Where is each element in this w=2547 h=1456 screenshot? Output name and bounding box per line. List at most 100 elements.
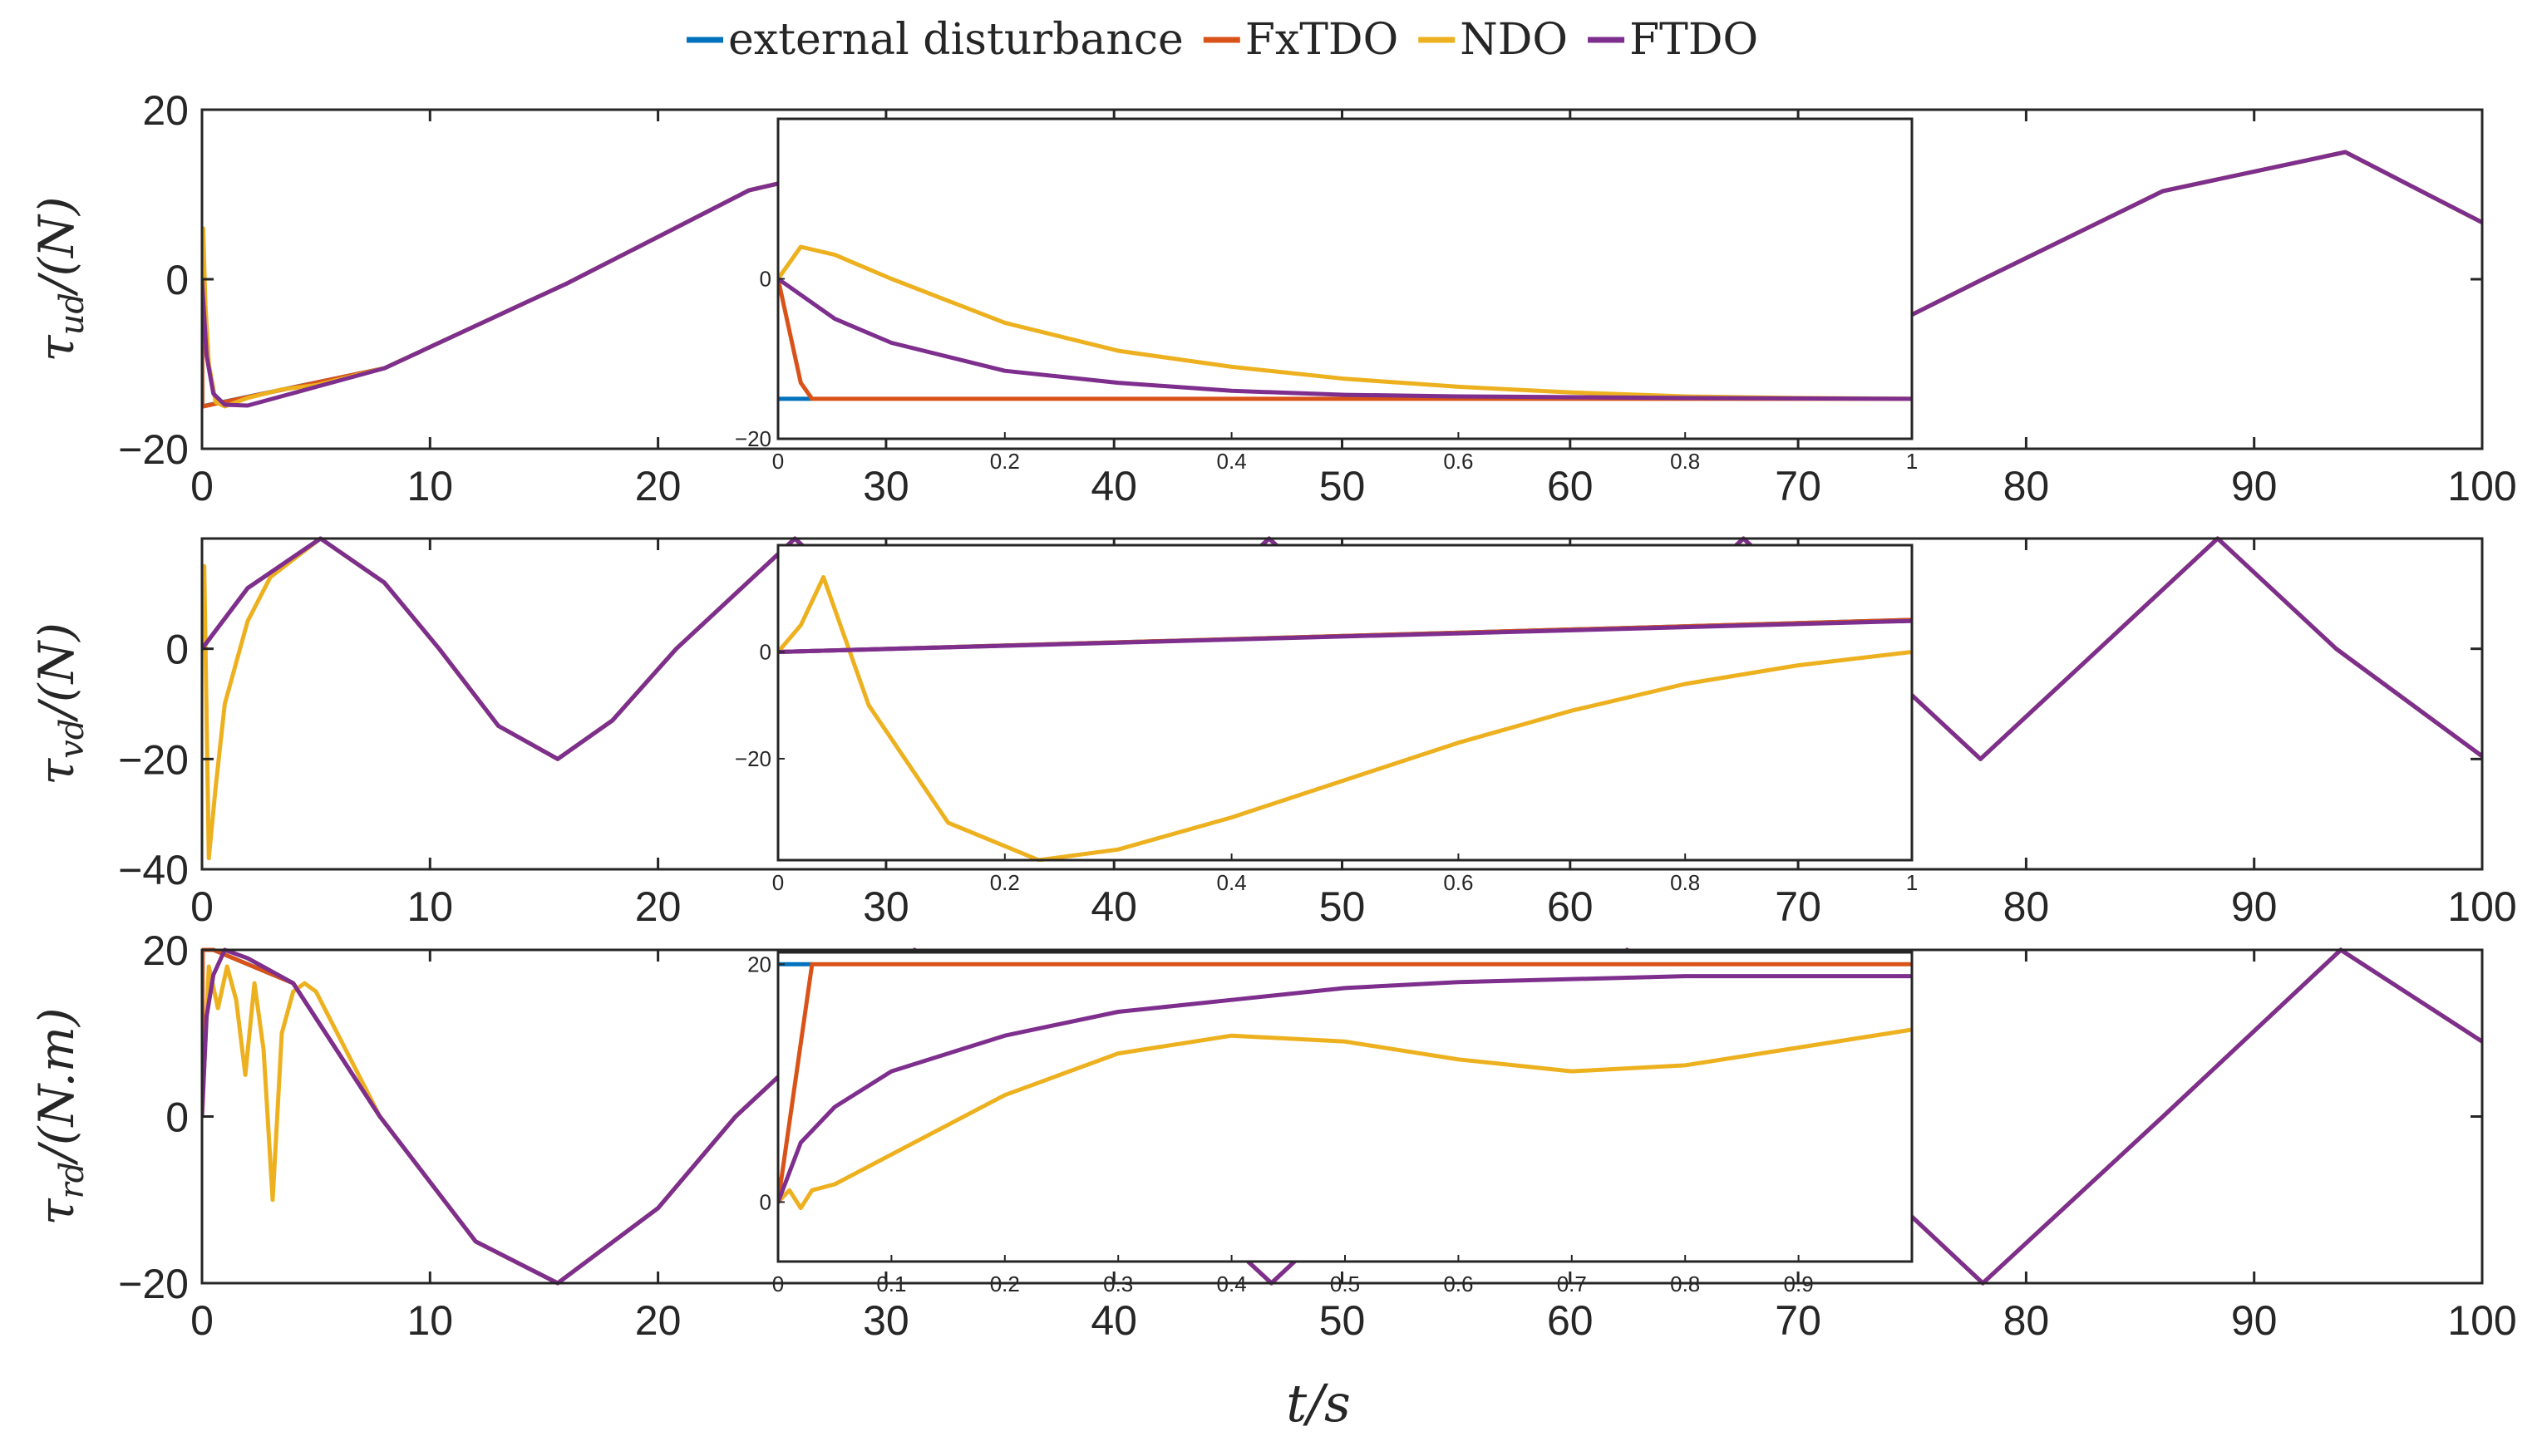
inset-x-tick-label: 0.4 <box>1217 1272 1247 1296</box>
legend: external disturbance FxTDO NDO FTDO <box>687 15 1758 65</box>
inset-x-tick-label: 0 <box>772 449 784 474</box>
x-tick-label: 20 <box>635 463 682 509</box>
legend-label: external disturbance <box>728 15 1184 65</box>
inset-y-tick-label: 20 <box>747 952 771 976</box>
y-tick-label: −20 <box>118 1261 189 1307</box>
inset-axes-box <box>776 544 1914 862</box>
series-ftdo <box>202 947 2482 1286</box>
legend-entry-ndo: NDO <box>1418 15 1568 65</box>
x-tick-label: 0 <box>190 1297 214 1344</box>
inset-x-tick-label: 0.4 <box>1217 449 1247 474</box>
x-tick-label: 90 <box>2231 1297 2278 1344</box>
inset-x-tick-label: 0.9 <box>1784 1272 1814 1296</box>
inset-x-tick-label: 0.4 <box>1217 870 1247 895</box>
x-tick-label: 30 <box>863 883 909 930</box>
y-tick-label: 20 <box>142 927 189 974</box>
x-tick-label: 10 <box>406 463 453 509</box>
x-tick-label: 10 <box>406 883 453 930</box>
x-tick-label: 0 <box>190 463 214 509</box>
x-tick-label: 80 <box>2003 883 2050 930</box>
inset-y-tick-label: 0 <box>760 267 771 292</box>
inset-series-group <box>778 962 1912 1211</box>
inset-x-tick-label: 0.2 <box>990 870 1020 895</box>
x-tick-label: 70 <box>1775 1297 1821 1344</box>
y-axis-label: τvd/(N) <box>28 622 91 785</box>
x-tick-label: 100 <box>2447 1297 2516 1344</box>
x-tick-label: 60 <box>1547 1297 1594 1344</box>
x-tick-label: 40 <box>1091 1297 1137 1344</box>
y-label-symbol: τ <box>28 335 85 362</box>
y-tick-label: 0 <box>165 257 189 303</box>
x-tick-label: 60 <box>1547 883 1594 930</box>
y-tick-label: −20 <box>118 736 189 783</box>
inset-x-tick-label: 0.2 <box>990 1272 1020 1296</box>
inset-x-tick-label: 0.6 <box>1443 870 1473 895</box>
y-tick-label: −20 <box>118 426 189 473</box>
x-tick-label: 30 <box>863 463 909 509</box>
inset-series-fxtdo <box>778 962 1912 1204</box>
x-tick-label: 0 <box>190 883 214 930</box>
x-tick-label: 40 <box>1091 463 1137 509</box>
inset-tau_vd: 0 0.2 0.4 0.6 0.8 1 −20 0 <box>735 544 1918 895</box>
y-label-subscript: vd <box>53 719 91 759</box>
legend-entry-fxtdo: FxTDO <box>1203 15 1398 65</box>
x-tick-label: 100 <box>2447 883 2516 930</box>
x-tick-label: 80 <box>2003 463 2050 509</box>
inset-y-tick-label: −20 <box>735 746 771 771</box>
inset-series-group <box>778 575 1912 862</box>
inset-series-ndo <box>778 575 1912 862</box>
x-tick-label: 50 <box>1319 883 1366 930</box>
y-axis-label: τud/(N) <box>28 196 91 362</box>
x-tick-label: 60 <box>1547 463 1594 509</box>
inset-tau_rd: 0 0.1 0.2 0.3 0.4 0.5 0.6 0.7 0.8 0.9 0 20 <box>747 951 1914 1296</box>
inset-x-tick-label: 0.8 <box>1670 870 1700 895</box>
x-tick-label: 90 <box>2231 463 2278 509</box>
y-label-unit: /(N) <box>28 622 85 723</box>
legend-label: NDO <box>1460 15 1568 65</box>
inset-background <box>778 952 1912 1262</box>
y-label-unit: /(N.m) <box>28 1007 85 1165</box>
inset-background <box>778 545 1912 860</box>
inset-x-tick-label: 1 <box>1906 870 1918 895</box>
inset-series-fxtdo <box>778 277 1912 401</box>
inset-x-tick-label: 0.6 <box>1443 1272 1473 1296</box>
y-label-symbol: τ <box>28 1198 85 1226</box>
x-axis-label: t/s <box>1286 1373 1351 1434</box>
y-label-subscript: ud <box>53 293 91 335</box>
inset-tau_ud: 0 0.2 0.4 0.6 0.8 1−200 <box>735 117 1918 474</box>
x-tick-label: 100 <box>2447 463 2516 509</box>
y-axis-label: τrd/(N.m) <box>28 1007 91 1225</box>
inset-series-ndo <box>778 1027 1912 1211</box>
y-tick-label: 0 <box>165 1094 189 1141</box>
x-tick-label: 80 <box>2003 1297 2050 1344</box>
y-label-unit: /(N) <box>28 196 85 297</box>
inset-x-tick-label: 0.7 <box>1557 1272 1587 1296</box>
inset-x-tick-label: 0.3 <box>1103 1272 1133 1296</box>
y-label-subscript: rd <box>53 1162 91 1199</box>
inset-x-tick-label: 0.6 <box>1443 449 1473 474</box>
inset-x-tick-label: 0 <box>772 870 784 895</box>
x-tick-label: 20 <box>635 1297 682 1344</box>
inset-x-tick-label: 0.8 <box>1670 1272 1700 1296</box>
legend-entry-external-disturbance: external disturbance <box>687 15 1184 65</box>
inset-x-tick-label: 0 <box>772 1272 784 1296</box>
inset-series-ftdo <box>778 277 1912 401</box>
x-tick-label: 50 <box>1319 463 1366 509</box>
legend-entry-ftdo: FTDO <box>1588 15 1758 65</box>
y-label-symbol: τ <box>28 758 85 785</box>
x-tick-label: 30 <box>863 1297 909 1344</box>
inset-background <box>778 119 1912 439</box>
inset-x-tick-label: 0.2 <box>990 449 1020 474</box>
x-tick-label: 20 <box>635 883 682 930</box>
inset-x-tick-label: 0.1 <box>876 1272 906 1296</box>
inset-series-group <box>778 244 1912 401</box>
inset-series-ftdo <box>778 974 1912 1204</box>
x-tick-label: 50 <box>1319 1297 1366 1344</box>
y-tick-label: 20 <box>142 87 189 134</box>
x-tick-label: 90 <box>2231 883 2278 930</box>
